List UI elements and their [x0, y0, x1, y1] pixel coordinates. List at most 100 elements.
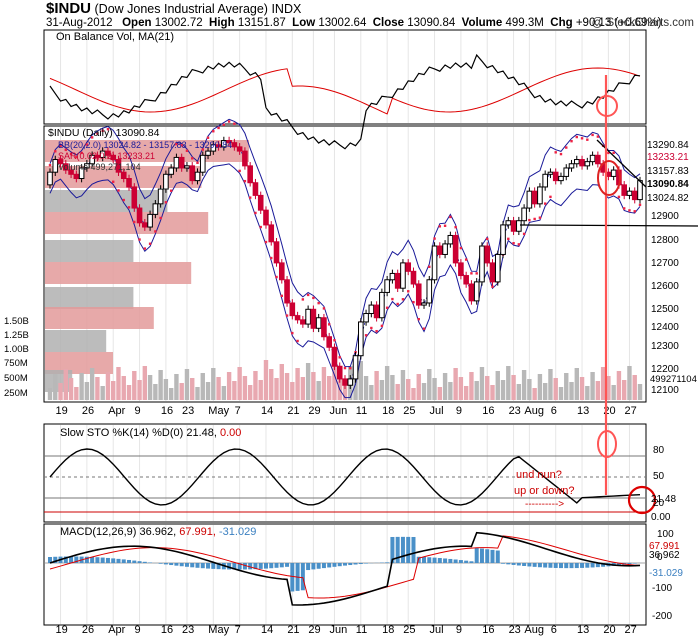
candle-body-92 — [531, 190, 538, 205]
xaxis-label-1-5: 23 — [182, 624, 194, 636]
candle-body-15 — [126, 178, 132, 188]
volume-bar-4 — [68, 378, 74, 400]
sar-dot-24 — [175, 142, 178, 146]
macd-hist-bar-24 — [174, 563, 179, 566]
vbp-bar-5 — [45, 262, 192, 284]
xaxis-label-0-18: 23 — [509, 405, 521, 417]
sar-dot-18 — [143, 247, 147, 250]
candle-body-57 — [347, 378, 354, 386]
candle-body-79 — [463, 275, 469, 285]
volume-bar-6 — [79, 373, 84, 400]
volume-bar-54 — [332, 362, 337, 400]
vbp-bar-4 — [45, 240, 134, 262]
macd-hist-bar-93 — [537, 563, 542, 568]
volume-bar-30 — [205, 382, 211, 400]
macd-hist-bar-11 — [105, 557, 110, 563]
sar-dot-83 — [486, 237, 489, 241]
xaxis-label-0-5: 23 — [182, 405, 194, 417]
annot-circle-sto-k — [627, 485, 657, 515]
macd-hist-bar-59 — [358, 563, 363, 565]
sar-dot-45 — [285, 314, 289, 317]
candle-body-70 — [415, 283, 422, 306]
candle-body-110 — [626, 190, 633, 196]
candle-body-33 — [221, 140, 227, 148]
candle-body-31 — [210, 144, 217, 152]
volume-bar-9 — [95, 377, 100, 400]
volume-bar-74 — [437, 387, 443, 400]
candle-body-65 — [389, 272, 396, 281]
sar-dot-43 — [275, 275, 278, 279]
candle-body-8 — [89, 154, 95, 165]
volume-bar-52 — [321, 367, 327, 400]
volume-bar-17 — [137, 380, 142, 400]
macd-hist-bar-54 — [332, 563, 337, 567]
candle-body-74 — [437, 245, 443, 255]
volume-bar-23 — [168, 388, 174, 400]
vbp-bar-3 — [45, 212, 209, 234]
volume-bar-106 — [606, 376, 611, 400]
candle-body-35 — [231, 142, 238, 148]
macd-hist-bar-14 — [121, 559, 126, 563]
candle-body-97 — [558, 175, 564, 182]
macd-hist-bar-81 — [474, 547, 479, 563]
volume-bar-112 — [637, 384, 643, 400]
macd-hist-bar-64 — [385, 562, 390, 563]
volume-bar-61 — [369, 385, 374, 400]
macd-hist-bar-87 — [506, 563, 511, 565]
macd-hist-bar-42 — [269, 563, 274, 569]
candle-body-90 — [521, 207, 527, 222]
volume-bar-75 — [442, 373, 448, 400]
macd-hist-bar-71 — [422, 556, 427, 563]
xaxis-label-0-14: 25 — [403, 405, 415, 417]
sar-dot-99 — [570, 139, 573, 143]
candle-body-21 — [157, 188, 164, 205]
macd-hist-bar-75 — [443, 558, 448, 563]
tag-close: 13090.84 — [647, 179, 689, 190]
macd-hist-bar-85 — [495, 550, 500, 563]
annot-up-or-down: up or down? — [514, 485, 575, 497]
volume-bar-31 — [211, 368, 216, 400]
sar-dot-110 — [628, 209, 631, 212]
macd-hist-bar-27 — [190, 563, 195, 568]
volume-bar-56 — [342, 380, 348, 400]
price-tick-12200: 12200 — [651, 364, 679, 375]
sto-legend: Slow STO %K(14) %D(0) 21.48, 0.00 — [60, 427, 241, 439]
sar-dot-78 — [459, 246, 463, 250]
candle-body-5 — [73, 173, 80, 180]
macd-hist-bar-25 — [179, 563, 184, 567]
macd-hist-bar-7 — [84, 556, 89, 563]
panel-frame-1 — [43, 125, 647, 403]
quote-line: 31-Aug-2012 Open 13002.72 High 13151.87 … — [46, 17, 662, 29]
volume-bar-38 — [247, 385, 253, 400]
xaxis-label-1-11: Jun — [329, 624, 347, 636]
volume-bar-48 — [300, 377, 306, 400]
xaxis-label-0-13: 18 — [382, 405, 394, 417]
macd-hist-bar-101 — [580, 563, 585, 568]
volume-bar-45 — [284, 373, 290, 400]
volume-bar-80 — [469, 372, 474, 400]
sar-dot-64 — [385, 306, 389, 309]
volume-bar-69 — [411, 388, 416, 400]
sar-dot-112 — [638, 203, 642, 206]
xaxis-label-1-22: 20 — [603, 624, 615, 636]
macd-hist-bar-28 — [195, 563, 200, 568]
sar-dot-95 — [549, 195, 552, 199]
candle-body-82 — [479, 245, 485, 283]
volume-bar-68 — [406, 379, 411, 400]
sar-dot-106 — [607, 151, 610, 155]
volume-bar-63 — [379, 380, 385, 400]
macd-hist-bar-97 — [558, 563, 563, 569]
vol-tick-3: 1.00B — [4, 344, 29, 355]
volume-bar-37 — [242, 376, 248, 400]
xaxis-label-0-7: 7 — [235, 405, 241, 417]
sar-dot-96 — [554, 151, 557, 154]
macd-hist-bar-89 — [516, 563, 521, 566]
xaxis-label-0-12: 11 — [356, 405, 367, 417]
candle-body-62 — [373, 304, 380, 319]
sar-dot-107 — [612, 151, 615, 155]
xaxis-label-1-12: 11 — [356, 624, 367, 636]
volume-bar-53 — [326, 376, 332, 400]
volume-bar-108 — [616, 371, 622, 400]
macd-hist-bar-74 — [437, 558, 442, 563]
macd-hist-bar-98 — [564, 563, 569, 569]
